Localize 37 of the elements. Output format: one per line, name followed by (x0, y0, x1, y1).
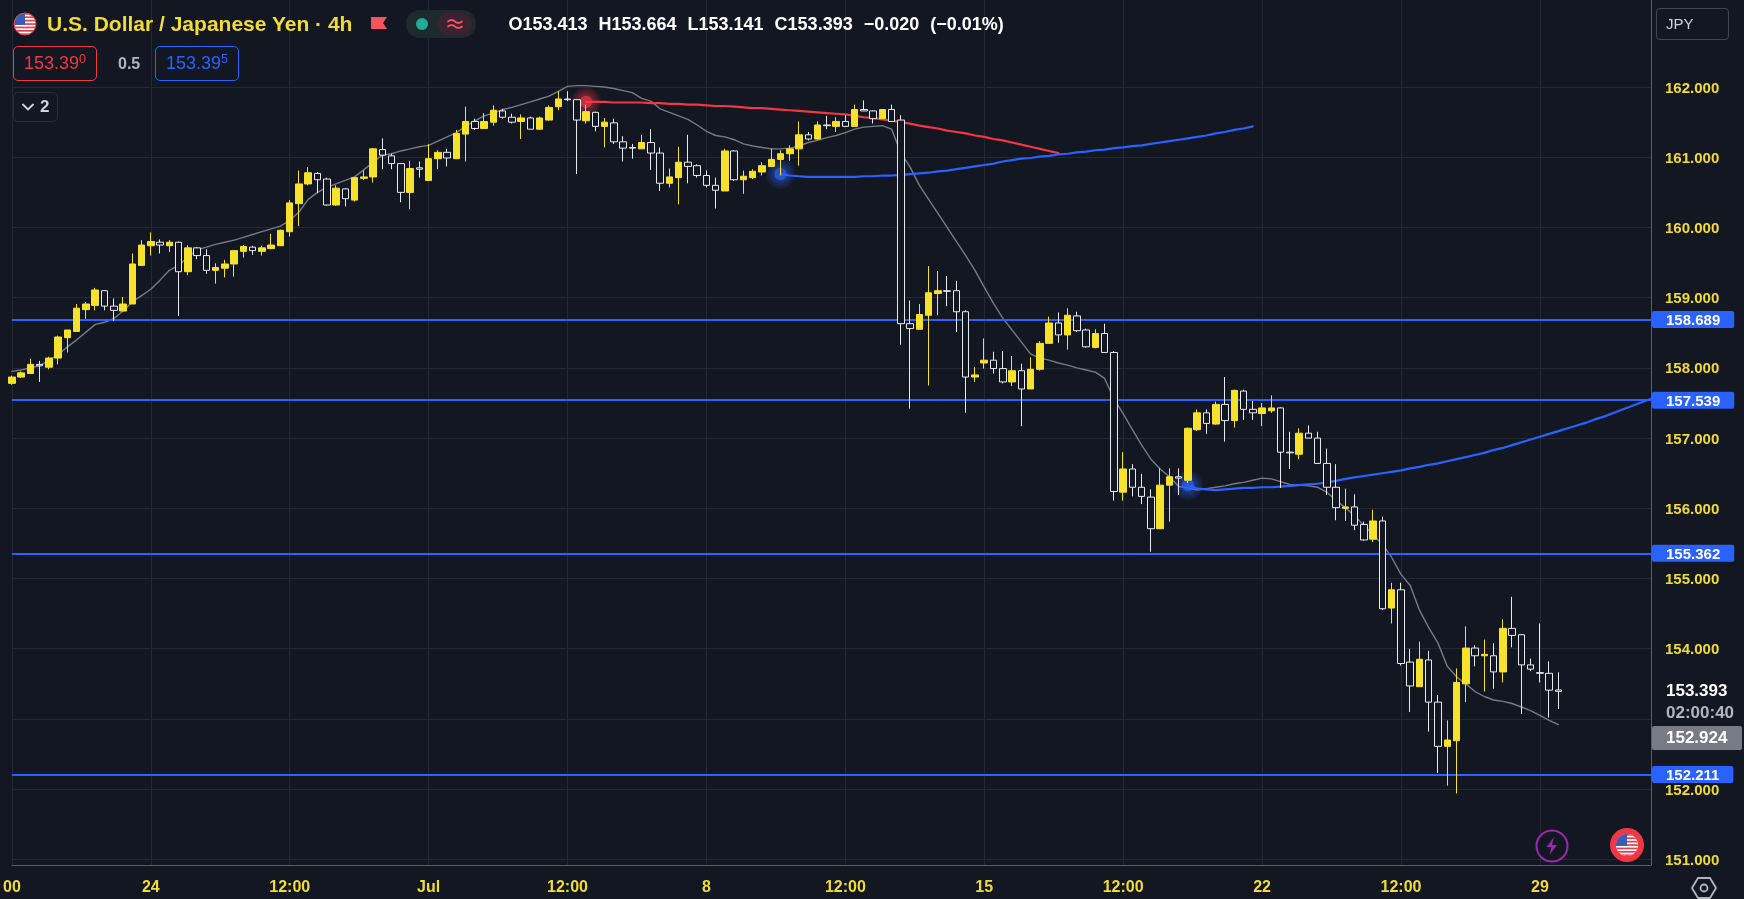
text: 152.924 (1652, 726, 1742, 751)
y-tick-label: 161.000 (1665, 148, 1720, 166)
annotation: O153.413 H153.664 L153.141 C153.393 −0.020 (−0.01%) (508, 13, 1004, 36)
x-tick-label: 12:00 (1102, 877, 1144, 895)
ref-line-label: 155.362 (1666, 544, 1721, 562)
x-tick-label: 24 (141, 877, 160, 895)
y-tick-label: 158.000 (1665, 359, 1720, 377)
y-tick-label: 159.000 (1665, 289, 1720, 307)
x-tick-label: Jul (417, 877, 441, 895)
y-tick-label: 160.000 (1665, 218, 1720, 236)
ref-line-label: 152.211 (1666, 765, 1720, 783)
annotation: 153.39$^{5}$ (155, 46, 240, 81)
y-tick-label: 162.000 (1665, 78, 1720, 96)
y-tick-label: 156.000 (1665, 499, 1720, 517)
text: U.S. Dollar / Japanese Yen · 4h (47, 11, 353, 37)
text: 02:00:40 (1666, 702, 1735, 725)
x-tick-label: 12:00 (824, 877, 866, 895)
y-tick-label: 157.000 (1665, 429, 1720, 447)
text: JPY (1656, 8, 1729, 40)
ref-line-label: 157.539 (1666, 391, 1721, 409)
x-tick-label: 8 (701, 877, 711, 895)
x-tick-label: 00 (3, 877, 21, 895)
annotation: 0.5 (118, 54, 141, 74)
ref-line-label: 158.689 (1666, 310, 1721, 328)
x-tick-label: 12:00 (269, 877, 311, 895)
x-tick-label: 12:00 (547, 877, 589, 895)
x-tick-label: 15 (975, 877, 994, 895)
x-tick-label: 29 (1530, 877, 1549, 895)
text: 153.393 (1666, 680, 1728, 703)
y-tick-label: 152.000 (1665, 780, 1720, 798)
y-tick-label: 155.000 (1665, 570, 1720, 588)
y-tick-label: 151.000 (1665, 850, 1720, 868)
annotation: 153.39$^{0}$ (13, 46, 98, 81)
y-tick-label: 154.000 (1665, 640, 1720, 658)
annotation: 2 (40, 97, 50, 117)
x-tick-label: 22 (1253, 877, 1272, 895)
x-tick-label: 12:00 (1380, 877, 1422, 895)
